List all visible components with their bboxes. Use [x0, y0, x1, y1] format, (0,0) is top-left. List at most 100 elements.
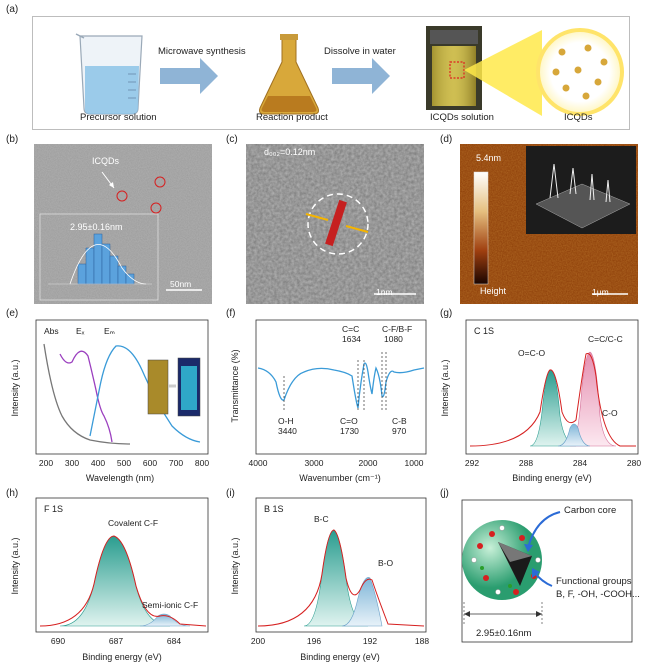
f1s-title: F 1S: [44, 504, 63, 514]
peak-oh-name: O-H: [278, 416, 294, 426]
svg-text:687: 687: [109, 636, 123, 646]
svg-text:690: 690: [51, 636, 65, 646]
panel-a-label: (a): [6, 4, 19, 15]
svg-text:300: 300: [65, 458, 79, 468]
b1s-xlabel: Binding energy (eV): [300, 652, 380, 662]
beaker-icon: [75, 33, 143, 115]
tem-image: [34, 144, 212, 304]
afm-image: [460, 144, 638, 304]
b1s-xticks: 200 196 192 188: [251, 636, 429, 646]
f1s-xticks: 690 687 684: [51, 636, 181, 646]
size-label: 2.95±0.16nm: [70, 222, 123, 232]
flask-icon: [259, 34, 319, 115]
em-curve: [89, 345, 201, 443]
precursor-label: Precursor solution: [80, 112, 157, 123]
panel-a-frame: [32, 16, 630, 130]
pl-xticks: 200 300 400 500 600 700 800: [39, 458, 209, 468]
afm-scale: 1μm: [592, 287, 609, 297]
process-arrow-1: [160, 58, 218, 94]
svg-text:192: 192: [363, 636, 377, 646]
cqd-schematic: [461, 499, 633, 643]
process-arrow-2: [332, 58, 390, 94]
svg-text:288: 288: [519, 458, 533, 468]
panel-j-label: (j): [440, 488, 449, 499]
svg-text:700: 700: [169, 458, 183, 468]
b1s-peak-bc: B-C: [314, 514, 329, 524]
ex-curve: [59, 350, 113, 443]
b1s-title: B 1S: [264, 504, 284, 514]
size-histogram: [48, 233, 152, 285]
b1s-peak-bo: B-O: [378, 558, 394, 568]
abs-legend: Abs: [44, 326, 59, 336]
pl-chart: 200 300 400 500 600 700 800 Wavelength (…: [10, 319, 209, 483]
peak-cf-name: C-F/B-F: [382, 324, 412, 334]
panel-g-label: (g): [440, 308, 453, 319]
svg-text:4000: 4000: [249, 458, 268, 468]
panel-d-label: (d): [440, 134, 453, 145]
svg-text:800: 800: [195, 458, 209, 468]
afm-height-label: Height: [480, 286, 507, 296]
svg-text:500: 500: [117, 458, 131, 468]
peak-co-name: C=O: [340, 416, 358, 426]
svg-text:284: 284: [573, 458, 587, 468]
dot-cluster: [552, 44, 608, 100]
panel-f-label: (f): [226, 308, 236, 319]
svg-text:188: 188: [415, 636, 429, 646]
c1s-peak-co: C-O: [602, 408, 618, 418]
tem-arrow-label: ICQDs: [92, 156, 119, 166]
panel-i-label: (i): [226, 488, 235, 499]
pl-ylabel: Intensity (a.u.): [10, 359, 20, 416]
ftir-xlabel: Wavenumber (cm⁻¹): [299, 473, 380, 483]
pl-xlabel: Wavelength (nm): [86, 473, 154, 483]
c1s-xlabel: Binding energy (eV): [512, 473, 592, 483]
peak-cf-wn: 1080: [384, 334, 403, 344]
c1s-peak-cc: C=C/C-C: [588, 334, 623, 344]
panel-e-label: (e): [6, 308, 19, 319]
panel-b-label: (b): [6, 134, 19, 145]
b1s-ylabel: Intensity (a.u.): [230, 537, 240, 594]
lattice-spacing: d₀₀₂=0.12nm: [264, 147, 316, 157]
svg-text:400: 400: [91, 458, 105, 468]
carbon-core-label: Carbon core: [564, 505, 617, 516]
ftir-xticks: 4000 3000 2000 1000: [249, 458, 424, 468]
afm-height-max: 5.4nm: [476, 153, 502, 163]
f1s-xlabel: Binding energy (eV): [82, 652, 162, 662]
c1s-title: C 1S: [474, 326, 494, 336]
reaction-label: Reaction product: [256, 112, 328, 123]
icqds-label: ICQDs: [564, 112, 593, 123]
c1s-xticks: 292 288 284 280: [465, 458, 641, 468]
svg-text:280: 280: [627, 458, 641, 468]
svg-text:200: 200: [251, 636, 265, 646]
panel-c-label: (c): [226, 134, 238, 145]
peak-cc-wn: 1634: [342, 334, 361, 344]
f1s-chart: 690 687 684 Binding energy (eV) Intensit…: [10, 497, 209, 662]
f1s-peak-covalent: Covalent C-F: [108, 518, 158, 528]
step2-label: Dissolve in water: [324, 46, 396, 57]
c1s-peak-ococ: O=C-O: [518, 348, 546, 358]
peak-co-wn: 1730: [340, 426, 359, 436]
functional-groups-list: B, F, -OH, -COOH...: [556, 589, 640, 600]
panel-a-graphic: [75, 26, 624, 116]
abs-curve: [43, 343, 131, 445]
b1s-chart: 200 196 192 188 Binding energy (eV) Inte…: [230, 497, 429, 662]
svg-text:1000: 1000: [405, 458, 424, 468]
c1s-chart: 292 288 284 280 Binding energy (eV) Inte…: [440, 319, 641, 483]
vial-photo: [426, 26, 482, 110]
f1s-peak-semiionic: Semi-ionic C-F: [142, 600, 198, 610]
solution-label: ICQDs solution: [430, 112, 494, 123]
em-legend: Eₘ: [104, 326, 116, 336]
svg-text:2000: 2000: [359, 458, 378, 468]
svg-text:600: 600: [143, 458, 157, 468]
hrtem-scale: 1nm: [376, 287, 393, 297]
magnify-beam: [464, 30, 542, 116]
svg-text:196: 196: [307, 636, 321, 646]
ex-legend: Eₓ: [76, 326, 85, 336]
f1s-ylabel: Intensity (a.u.): [10, 537, 20, 594]
panel-h-label: (h): [6, 488, 19, 499]
functional-groups-label: Functional groups: [556, 576, 632, 587]
svg-text:292: 292: [465, 458, 479, 468]
ftir-chart: 4000 3000 2000 1000 Wavenumber (cm⁻¹) Tr…: [230, 319, 427, 483]
svg-text:684: 684: [167, 636, 181, 646]
step1-label: Microwave synthesis: [158, 46, 246, 57]
cqd-size-label: 2.95±0.16nm: [476, 628, 532, 639]
